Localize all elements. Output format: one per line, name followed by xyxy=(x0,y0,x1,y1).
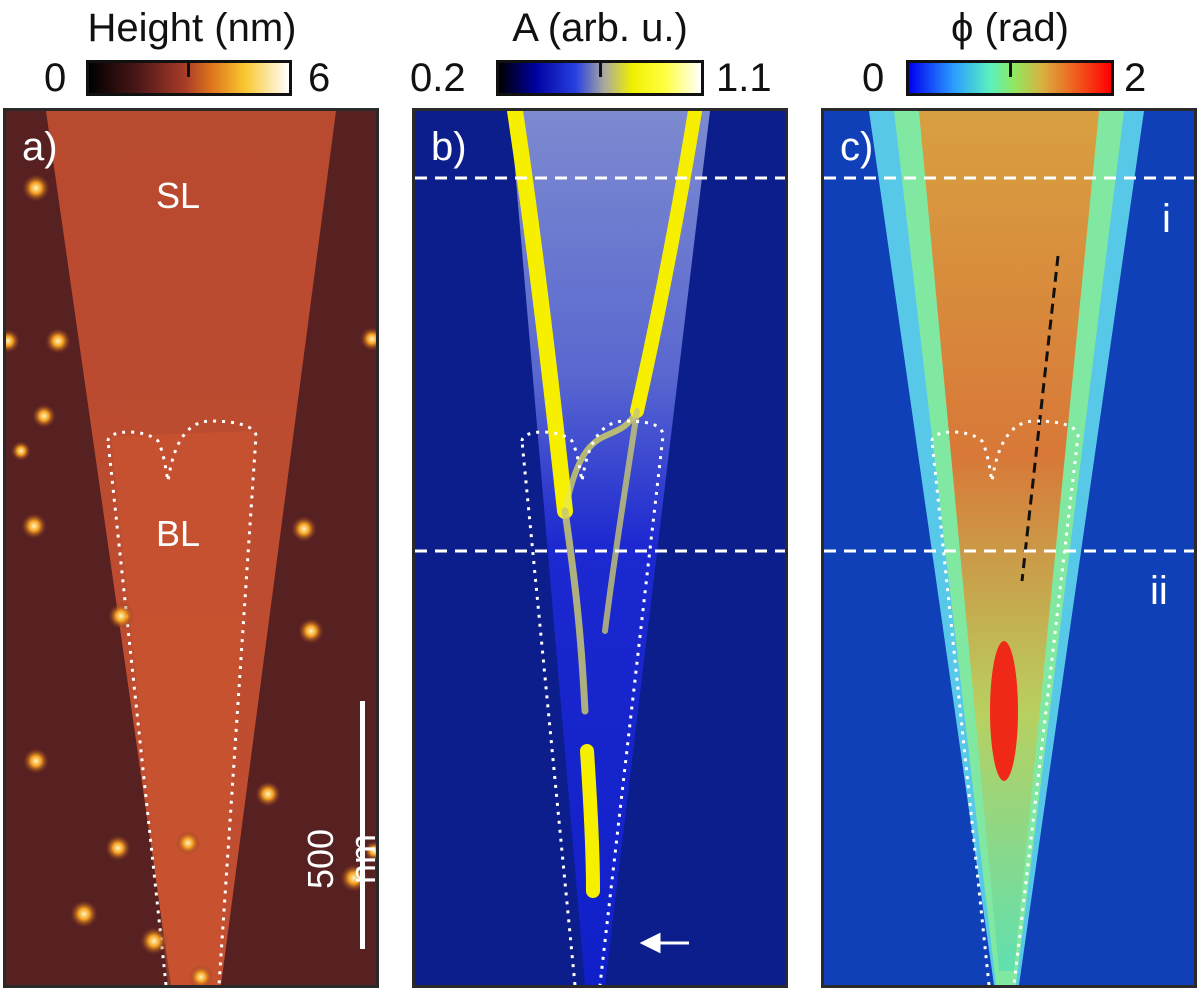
bilayer-outline xyxy=(520,419,665,985)
flake-single-layer xyxy=(46,111,336,985)
bilayer-outline xyxy=(930,419,1080,985)
phase-hotspot xyxy=(990,641,1018,781)
cut-label-i: i xyxy=(1162,197,1171,241)
scale-bar xyxy=(360,701,365,949)
colorbar-tick xyxy=(1009,63,1012,77)
colorbar-phase xyxy=(906,60,1114,96)
colorbar-max-height: 6 xyxy=(308,56,331,100)
colorbar-amplitude xyxy=(496,60,704,96)
colorbar-tick xyxy=(187,63,190,77)
label-bilayer: BL xyxy=(156,513,201,554)
colorbar-tick xyxy=(599,63,602,77)
colorbar-max-phase: 2 xyxy=(1124,56,1147,100)
colorbar-title-height: Height (nm) xyxy=(87,6,297,50)
panel-a-height-map: a) SL BL 500 nm xyxy=(3,108,379,988)
flake-interior xyxy=(919,111,1099,971)
panel-label-c: c) xyxy=(840,125,874,169)
cut-label-ii: ii xyxy=(1150,569,1168,613)
panel-label-a: a) xyxy=(22,125,58,169)
colorbar-max-amplitude: 1.1 xyxy=(716,56,772,100)
panel-c-phase-map: c) i ii xyxy=(821,108,1197,988)
phase-image xyxy=(824,111,1194,985)
colorbar-title-amplitude: A (arb. u.) xyxy=(512,6,688,50)
edge-bright-stripes xyxy=(507,111,702,898)
horizontal-cut-lines xyxy=(415,176,785,553)
colorbar-min-phase: 0 xyxy=(862,56,885,100)
colorbar-height xyxy=(86,60,292,96)
amplitude-image xyxy=(415,111,785,985)
colorbar-min-height: 0 xyxy=(44,56,67,100)
scale-bar-label: 500 nm xyxy=(300,828,379,890)
flake-bilayer xyxy=(111,431,256,985)
horizontal-cut-lines xyxy=(824,176,1194,553)
phase-slope-line xyxy=(1020,255,1060,582)
label-single-layer: SL xyxy=(156,175,201,216)
height-image xyxy=(6,111,376,985)
colorbar-title-phase: ϕ (rad) xyxy=(951,6,1069,50)
bilayer-outline xyxy=(106,419,258,985)
colorbar-min-amplitude: 0.2 xyxy=(410,56,466,100)
arrow-icon xyxy=(639,932,689,954)
particles xyxy=(6,174,376,985)
panel-b-amplitude-map: b) xyxy=(412,108,788,988)
panel-label-b: b) xyxy=(431,125,467,169)
